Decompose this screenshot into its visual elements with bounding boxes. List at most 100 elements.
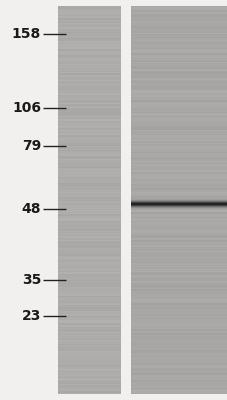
Bar: [131, 183, 227, 184]
Bar: [58, 364, 120, 366]
Bar: [58, 258, 120, 260]
Bar: [131, 46, 227, 47]
Bar: [58, 32, 120, 33]
Bar: [131, 56, 227, 58]
Bar: [131, 38, 227, 40]
Bar: [58, 167, 120, 169]
Bar: [131, 50, 227, 51]
Bar: [131, 206, 227, 208]
Bar: [131, 228, 227, 230]
Bar: [58, 104, 120, 106]
Bar: [58, 130, 120, 132]
Bar: [131, 178, 227, 179]
Bar: [58, 212, 120, 214]
Bar: [131, 232, 227, 234]
Bar: [58, 373, 120, 374]
Bar: [58, 372, 120, 373]
Bar: [131, 271, 227, 272]
Bar: [58, 343, 120, 345]
Bar: [131, 110, 227, 112]
Bar: [131, 282, 227, 284]
Bar: [58, 228, 120, 230]
Bar: [58, 220, 120, 222]
Bar: [58, 21, 120, 23]
Bar: [58, 311, 120, 312]
Bar: [131, 194, 227, 196]
Bar: [131, 204, 227, 205]
Bar: [131, 328, 227, 329]
Bar: [131, 334, 227, 336]
Bar: [131, 95, 227, 96]
Bar: [131, 54, 227, 55]
Bar: [58, 126, 120, 128]
Bar: [58, 106, 120, 108]
Bar: [58, 163, 120, 165]
Bar: [131, 117, 227, 118]
Bar: [58, 300, 120, 302]
Bar: [131, 92, 227, 94]
Bar: [131, 346, 227, 348]
Bar: [131, 246, 227, 248]
Bar: [131, 212, 227, 214]
Bar: [58, 328, 120, 329]
Bar: [131, 303, 227, 305]
Bar: [58, 102, 120, 104]
Bar: [131, 382, 227, 384]
Bar: [58, 117, 120, 118]
Bar: [58, 77, 120, 78]
Bar: [58, 344, 120, 346]
Bar: [131, 307, 227, 309]
Bar: [131, 277, 227, 279]
Bar: [58, 72, 120, 73]
Bar: [58, 196, 120, 198]
Bar: [58, 200, 120, 201]
Bar: [58, 91, 120, 93]
Bar: [131, 392, 227, 394]
Bar: [131, 264, 227, 266]
Bar: [131, 148, 227, 150]
Bar: [131, 73, 227, 74]
Bar: [58, 332, 120, 333]
Bar: [131, 180, 227, 182]
Bar: [131, 51, 227, 52]
Bar: [58, 240, 120, 241]
Bar: [131, 298, 227, 300]
Bar: [58, 289, 120, 290]
Bar: [58, 334, 120, 336]
Bar: [58, 121, 120, 122]
Bar: [58, 60, 120, 62]
Bar: [131, 384, 227, 386]
Bar: [58, 114, 120, 116]
Bar: [58, 202, 120, 204]
Bar: [131, 86, 227, 88]
Bar: [131, 18, 227, 20]
Bar: [58, 168, 120, 170]
Bar: [58, 193, 120, 195]
Bar: [58, 299, 120, 301]
Bar: [131, 343, 227, 345]
Bar: [58, 392, 120, 394]
Bar: [131, 238, 227, 240]
Bar: [131, 387, 227, 389]
Bar: [131, 64, 227, 66]
Bar: [131, 370, 227, 372]
Bar: [120, 6, 131, 394]
Bar: [131, 209, 227, 210]
Bar: [131, 77, 227, 78]
Bar: [131, 326, 227, 328]
Bar: [131, 379, 227, 381]
Bar: [58, 233, 120, 235]
Bar: [131, 210, 227, 212]
Bar: [58, 227, 120, 228]
Bar: [131, 30, 227, 32]
Bar: [131, 357, 227, 359]
Bar: [58, 56, 120, 58]
Bar: [131, 335, 227, 337]
Bar: [58, 123, 120, 125]
Bar: [131, 333, 227, 334]
Bar: [58, 29, 120, 30]
Bar: [131, 143, 227, 144]
Bar: [58, 6, 120, 7]
Bar: [131, 140, 227, 142]
Bar: [131, 182, 227, 183]
